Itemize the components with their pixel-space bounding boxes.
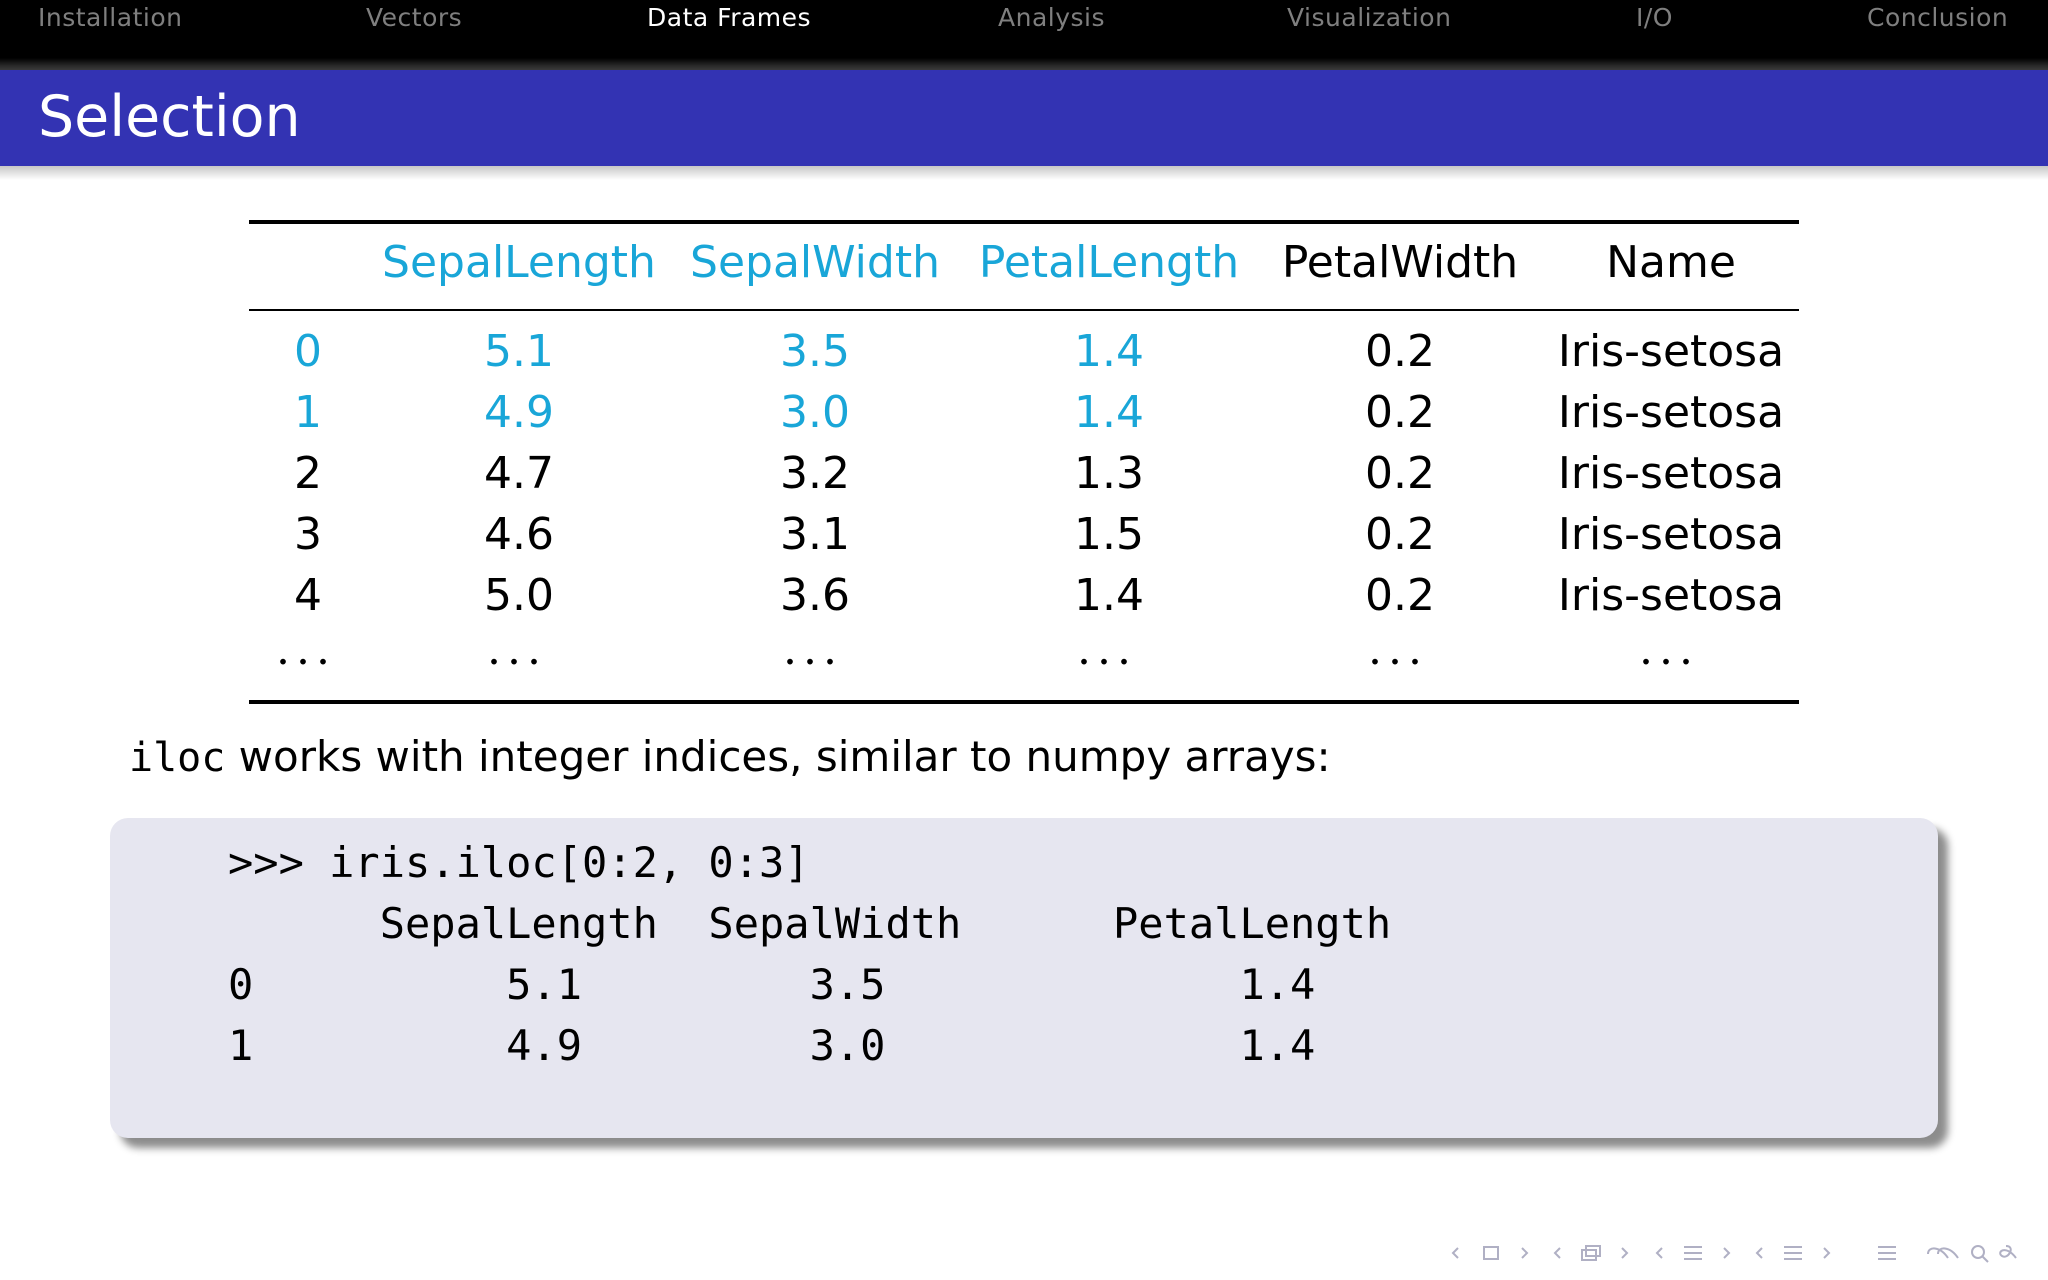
iloc-explanation-text: works with integer indices, similar to n… bbox=[225, 732, 1331, 781]
nav-section-visualization[interactable]: Visualization bbox=[1287, 3, 1452, 32]
table-row-2-sepalwidth: 3.2 bbox=[780, 448, 850, 499]
table-bottom-rule bbox=[249, 700, 1799, 704]
table-row-0-petallength: 1.4 bbox=[1074, 326, 1144, 377]
table-row-3-petalwidth: 0.2 bbox=[1365, 509, 1435, 560]
table-row-3-sepalwidth: 3.1 bbox=[780, 509, 850, 560]
section-icon bbox=[1684, 1246, 1702, 1260]
table-ellipsis-name: ... bbox=[1639, 624, 1699, 675]
table-row-4-petallength: 1.4 bbox=[1074, 570, 1144, 621]
slide-title-bar: Selection bbox=[0, 70, 2048, 166]
prev-subsection-icon bbox=[1553, 1247, 1561, 1259]
slide-title: Selection bbox=[38, 84, 301, 150]
table-ellipsis-sepallength: ... bbox=[487, 624, 547, 675]
next-subsection-icon bbox=[1621, 1247, 1629, 1259]
nav-section-io[interactable]: I/O bbox=[1636, 3, 1673, 32]
table-row-1-index: 1 bbox=[294, 387, 322, 438]
table-top-rule bbox=[249, 220, 1799, 224]
prev-frame-icon bbox=[1451, 1247, 1459, 1259]
table-row-4-petalwidth: 0.2 bbox=[1365, 570, 1435, 621]
nav-section-analysis[interactable]: Analysis bbox=[998, 3, 1106, 32]
table-ellipsis-index: ... bbox=[276, 624, 336, 675]
table-header-rule bbox=[249, 309, 1799, 311]
slide-icon bbox=[1784, 1246, 1802, 1260]
table-row-4-sepallength: 5.0 bbox=[484, 570, 554, 621]
toc-icon bbox=[1878, 1246, 1896, 1260]
code-line-command: >>> iris.iloc[0:2, 0:3] bbox=[228, 838, 810, 887]
nav-section-conclusion[interactable]: Conclusion bbox=[1867, 3, 2009, 32]
prev-section-icon bbox=[1655, 1247, 1663, 1259]
iloc-explanation: iloc works with integer indices, similar… bbox=[129, 732, 1331, 781]
table-row-2-name: Iris-setosa bbox=[1557, 448, 1785, 499]
table-row-0-index: 0 bbox=[294, 326, 322, 377]
table-header-sepallength: SepalLength bbox=[382, 237, 656, 288]
table-row-3-sepallength: 4.6 bbox=[484, 509, 554, 560]
table-row-3-petallength: 1.5 bbox=[1074, 509, 1144, 560]
next-slide-icon bbox=[1823, 1247, 1831, 1259]
table-row-3-name: Iris-setosa bbox=[1557, 509, 1785, 560]
code-example-block: >>> iris.iloc[0:2, 0:3] SepalLength Sepa… bbox=[110, 818, 1938, 1138]
search-icon bbox=[1971, 1245, 1985, 1259]
table-row-4-index: 4 bbox=[294, 570, 322, 621]
prev-slide-icon bbox=[1755, 1247, 1763, 1259]
table-row-2-sepallength: 4.7 bbox=[484, 448, 554, 499]
table-row-1-petallength: 1.4 bbox=[1074, 387, 1144, 438]
nav-section-vectors[interactable]: Vectors bbox=[366, 3, 463, 32]
table-header-petalwidth: PetalWidth bbox=[1281, 237, 1519, 288]
code-line-header: SepalLength SepalWidth PetalLength bbox=[228, 899, 1392, 948]
table-row-2-petallength: 1.3 bbox=[1074, 448, 1144, 499]
title-bar-shadow bbox=[0, 166, 2048, 180]
table-ellipsis-petalwidth: ... bbox=[1368, 624, 1428, 675]
frame-icon bbox=[1483, 1246, 1499, 1260]
code-line-row-1: 1 4.9 3.0 1.4 bbox=[228, 1021, 1316, 1070]
beamer-nav-icons bbox=[1451, 1245, 2017, 1263]
nav-section-data-frames[interactable]: Data Frames bbox=[647, 3, 812, 32]
table-row-0-name: Iris-setosa bbox=[1557, 326, 1785, 377]
table-row-1-name: Iris-setosa bbox=[1557, 387, 1785, 438]
table-row-3-index: 3 bbox=[294, 509, 322, 560]
back-icon bbox=[1927, 1247, 1949, 1259]
table-row-0-sepalwidth: 3.5 bbox=[780, 326, 850, 377]
nav-section-installation[interactable]: Installation bbox=[38, 3, 183, 32]
table-header-petallength: PetalLength bbox=[978, 237, 1240, 288]
table-ellipsis-petallength: ... bbox=[1077, 624, 1137, 675]
table-row-1-sepallength: 4.9 bbox=[484, 387, 554, 438]
table-row-4-name: Iris-setosa bbox=[1557, 570, 1785, 621]
section-navbar: Installation Vectors Data Frames Analysi… bbox=[0, 0, 2048, 70]
code-line-row-0: 0 5.1 3.5 1.4 bbox=[228, 960, 1316, 1009]
next-frame-icon bbox=[1521, 1247, 1529, 1259]
table-row-0-sepallength: 5.1 bbox=[484, 326, 554, 377]
table-row-4-sepalwidth: 3.6 bbox=[780, 570, 850, 621]
table-header-sepalwidth: SepalWidth bbox=[690, 237, 940, 288]
table-row-1-petalwidth: 0.2 bbox=[1365, 387, 1435, 438]
table-row-2-index: 2 bbox=[294, 448, 322, 499]
table-row-1-sepalwidth: 3.0 bbox=[780, 387, 850, 438]
next-section-icon bbox=[1723, 1247, 1731, 1259]
table-header-name: Name bbox=[1606, 237, 1736, 288]
iloc-code-word: iloc bbox=[129, 735, 226, 781]
table-row-2-petalwidth: 0.2 bbox=[1365, 448, 1435, 499]
table-ellipsis-sepalwidth: ... bbox=[783, 624, 843, 675]
table-row-0-petalwidth: 0.2 bbox=[1365, 326, 1435, 377]
